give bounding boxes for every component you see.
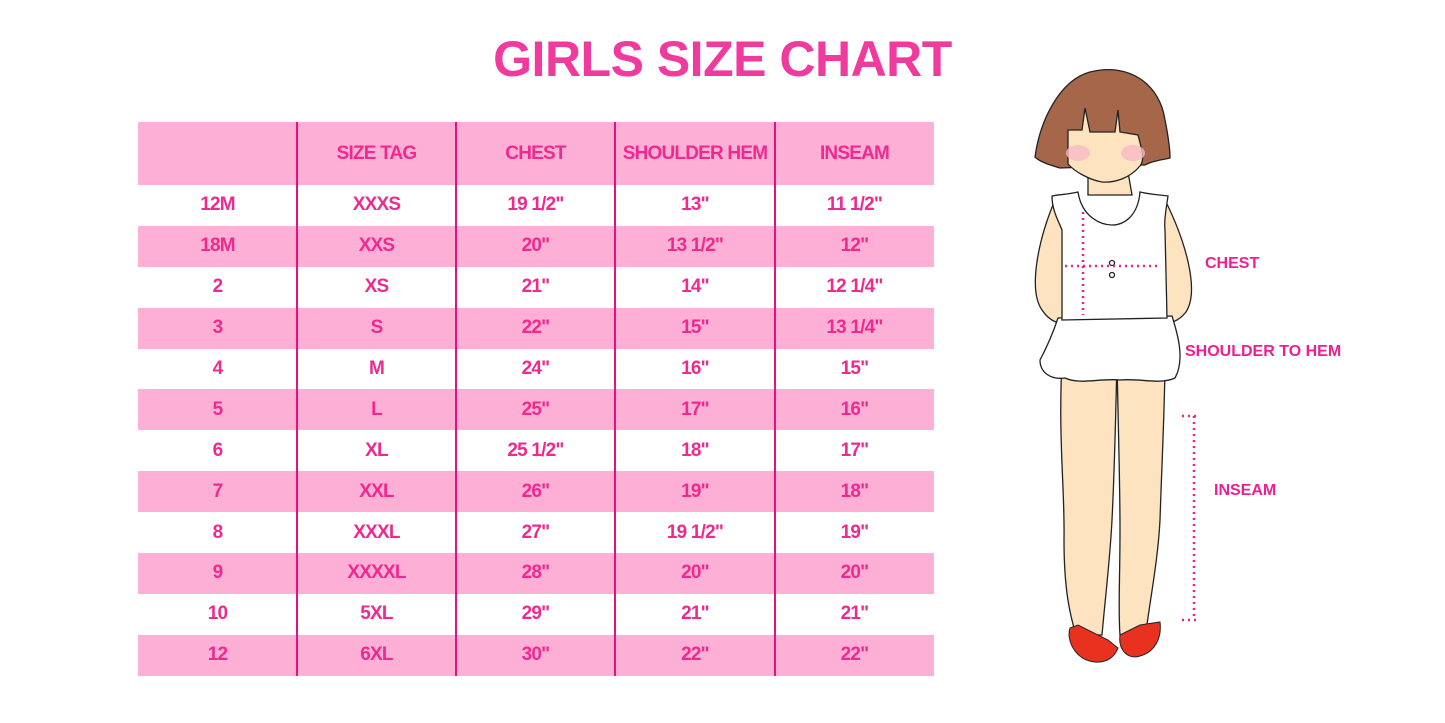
girl-illustration — [1034, 69, 1200, 663]
shoulder-hem-cell: 17" — [681, 398, 710, 420]
shoulder-hem-cell: 13 1/2" — [666, 235, 724, 257]
size-tag-cell: M — [368, 358, 385, 379]
chest-cell: 28" — [521, 562, 551, 584]
chest-cell: 21" — [521, 276, 551, 298]
header-inseam: INSEAM — [819, 142, 890, 164]
column-divider — [774, 122, 776, 676]
chest-cell: 26" — [521, 480, 551, 502]
size-tag-cell: XL — [365, 439, 388, 461]
chest-cell: 29" — [521, 603, 551, 625]
chest-cell: 25 1/2" — [507, 439, 564, 461]
table-row: 4 M 24" 16" 15" — [138, 349, 934, 390]
size-cell: 8 — [212, 521, 224, 543]
size-cell: 6 — [212, 439, 224, 461]
inseam-cell: 17" — [840, 439, 870, 461]
table-row: 9 XXXXL 28" 20" 20" — [138, 553, 934, 594]
column-divider — [614, 122, 616, 676]
table-row: 12 6XL 30" 22" 22" — [138, 634, 934, 676]
size-tag-cell: XXXL — [353, 521, 400, 543]
table-row: 3 S 22" 15" 13 1/4" — [138, 307, 934, 349]
table-row: 10 5XL 29" 21" 21" — [138, 594, 934, 635]
table-row: 18M XXS 20" 13 1/2" 12" — [138, 225, 934, 267]
size-tag-cell: XXS — [358, 235, 395, 257]
size-cell: 2 — [212, 276, 224, 298]
column-divider — [455, 122, 457, 676]
inseam-cell: 13 1/4" — [826, 317, 883, 339]
size-tag-cell: XXXS — [352, 194, 401, 216]
size-tag-cell: XXL — [359, 480, 394, 502]
size-cell: 3 — [212, 317, 224, 339]
size-tag-cell: XS — [364, 276, 390, 298]
size-cell: 12M — [200, 194, 235, 216]
shoulder-hem-cell: 18" — [681, 439, 710, 461]
shoulder-hem-cell: 16" — [681, 358, 710, 379]
chest-cell: 30" — [521, 644, 551, 666]
inseam-cell: 12 1/4" — [826, 276, 883, 298]
size-cell: 18M — [200, 235, 235, 257]
chest-cell: 22" — [521, 317, 551, 339]
shoulder-hem-cell: 22" — [681, 644, 710, 666]
chest-label: CHEST — [1205, 255, 1260, 272]
inseam-cell: 21" — [840, 603, 870, 625]
table-row: 8 XXXL 27" 19 1/2" 19" — [138, 512, 934, 553]
size-cell: 7 — [212, 480, 224, 502]
skirt — [1039, 315, 1181, 382]
chest-cell: 27" — [521, 521, 551, 543]
size-tag-cell: XXXXL — [347, 562, 406, 584]
table-row: 12M XXXS 19 1/2" 13" 11 1/2" — [138, 185, 934, 226]
shoulder-hem-cell: 21" — [681, 603, 710, 625]
size-cell: 4 — [212, 358, 224, 379]
shoulder-hem-cell: 13" — [681, 194, 710, 216]
column-divider — [296, 122, 298, 676]
face — [1067, 107, 1144, 183]
inseam-cell: 22" — [840, 644, 870, 666]
chest-cell: 19 1/2" — [507, 194, 564, 216]
table-row: 5 L 25" 17" 16" — [138, 389, 934, 431]
inseam-cell: 20" — [840, 562, 870, 584]
inseam-cell: 12" — [840, 235, 870, 257]
shoulder-hem-cell: 19" — [681, 480, 710, 502]
inseam-cell: 16" — [840, 398, 870, 420]
size-cell: 9 — [212, 562, 224, 584]
inseam-cell: 18" — [840, 480, 870, 502]
shoulder-to-hem-label: SHOULDER TO HEM — [1185, 343, 1342, 360]
shoulder-hem-cell: 15" — [681, 317, 710, 339]
right-shoe — [1119, 621, 1161, 658]
size-tag-cell: L — [371, 398, 383, 420]
size-table: SIZE TAG CHEST SHOULDER HEM INSEAM 12M XX… — [138, 122, 934, 676]
size-cell: 10 — [207, 603, 228, 625]
size-tag-cell: 5XL — [360, 603, 393, 625]
shoulder-hem-cell: 19 1/2" — [666, 521, 724, 543]
chest-cell: 25" — [521, 398, 551, 420]
left-shoe — [1068, 624, 1119, 663]
shoulder-hem-cell: 14" — [681, 276, 710, 298]
inseam-label: INSEAM — [1214, 482, 1277, 499]
shirt — [1051, 191, 1169, 321]
inseam-cell: 15" — [840, 358, 870, 379]
chest-cell: 24" — [521, 358, 551, 379]
page-title: GIRLS SIZE CHART — [493, 31, 952, 87]
size-tag-cell: S — [370, 317, 384, 339]
inseam-cell: 19" — [840, 521, 870, 543]
size-cell: 5 — [212, 398, 224, 420]
chest-cell: 20" — [521, 235, 551, 257]
table-header-row: SIZE TAG CHEST SHOULDER HEM INSEAM — [138, 122, 934, 185]
table-row: 2 XS 21" 14" 12 1/4" — [138, 267, 934, 308]
header-chest: CHEST — [505, 142, 566, 164]
header-size-tag: SIZE TAG — [336, 142, 418, 164]
inseam-cell: 11 1/2" — [826, 194, 883, 216]
left-leg — [1060, 359, 1118, 636]
shoulder-hem-cell: 20" — [681, 562, 710, 584]
size-tag-cell: 6XL — [360, 644, 393, 666]
header-shoulder-hem: SHOULDER HEM — [622, 142, 768, 164]
table-row: 6 XL 25 1/2" 18" 17" — [138, 430, 934, 471]
right-leg — [1116, 359, 1166, 636]
table-row: 7 XXL 26" 19" 18" — [138, 471, 934, 513]
size-cell: 12 — [207, 644, 228, 666]
